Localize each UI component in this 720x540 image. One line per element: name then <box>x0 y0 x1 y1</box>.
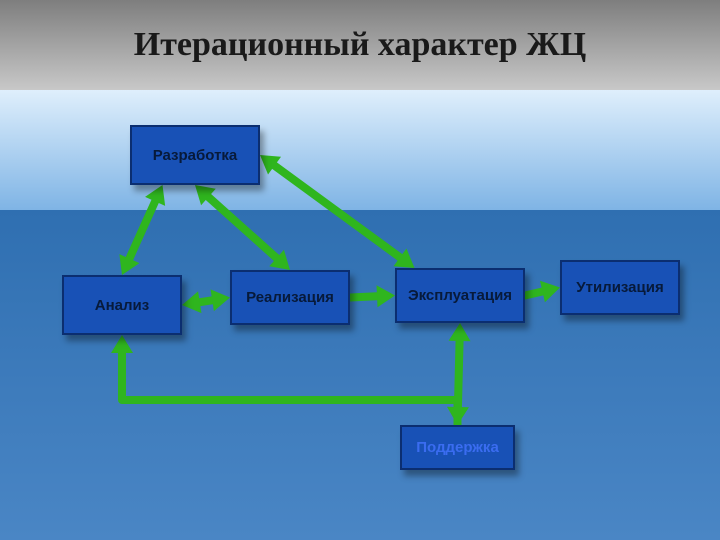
node-ekspluatatsiya: Эксплуатация <box>395 268 525 323</box>
node-podderzhka: Поддержка <box>400 425 515 470</box>
node-label: Поддержка <box>416 439 499 456</box>
node-label: Реализация <box>246 289 334 306</box>
node-label: Разработка <box>153 147 238 164</box>
node-realizatsiya: Реализация <box>230 270 350 325</box>
page-title: Итерационный характер ЖЦ <box>0 26 720 64</box>
node-label: Эксплуатация <box>408 287 512 304</box>
node-label: Анализ <box>95 297 149 314</box>
node-analiz: Анализ <box>62 275 182 335</box>
node-label: Утилизация <box>576 279 663 296</box>
node-utilizatsiya: Утилизация <box>560 260 680 315</box>
node-razrabotka: Разработка <box>130 125 260 185</box>
sky-background <box>0 90 720 210</box>
